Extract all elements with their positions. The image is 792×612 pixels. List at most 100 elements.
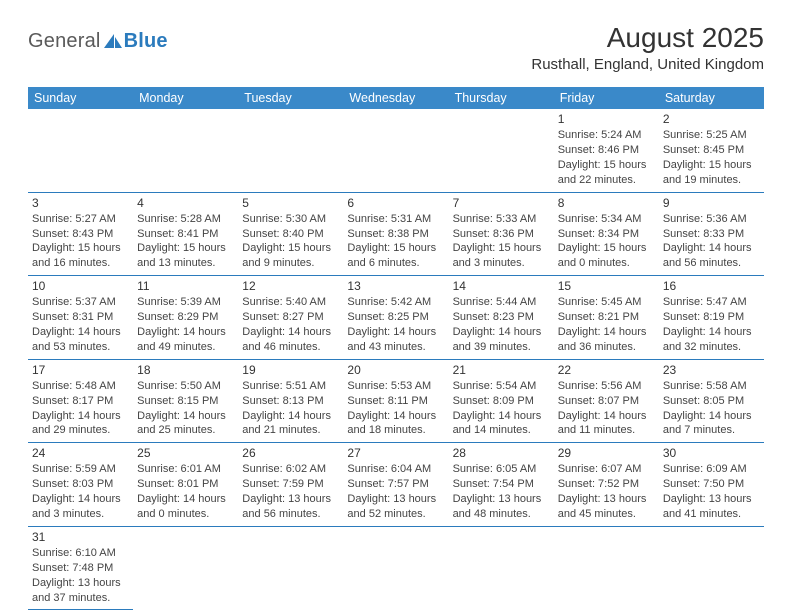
calendar-empty-cell xyxy=(343,109,448,192)
day-number: 25 xyxy=(137,445,234,461)
day-number: 11 xyxy=(137,278,234,294)
calendar-day-cell: 7Sunrise: 5:33 AMSunset: 8:36 PMDaylight… xyxy=(449,192,554,276)
calendar-day-cell: 12Sunrise: 5:40 AMSunset: 8:27 PMDayligh… xyxy=(238,276,343,360)
sunrise-line: Sunrise: 5:54 AM xyxy=(453,379,550,394)
sunrise-line: Sunrise: 5:33 AM xyxy=(453,212,550,227)
calendar-body: 1Sunrise: 5:24 AMSunset: 8:46 PMDaylight… xyxy=(28,109,764,610)
daylight-line: Daylight: 15 hours and 0 minutes. xyxy=(558,241,655,271)
day-number: 1 xyxy=(558,111,655,127)
daylight-line: Daylight: 13 hours and 37 minutes. xyxy=(32,576,129,606)
sunset-line: Sunset: 7:59 PM xyxy=(242,477,339,492)
calendar-row: 10Sunrise: 5:37 AMSunset: 8:31 PMDayligh… xyxy=(28,276,764,360)
daylight-line: Daylight: 15 hours and 6 minutes. xyxy=(347,241,444,271)
sail-icon xyxy=(104,34,122,48)
sunrise-line: Sunrise: 5:39 AM xyxy=(137,295,234,310)
day-number: 5 xyxy=(242,195,339,211)
daylight-line: Daylight: 14 hours and 56 minutes. xyxy=(663,241,760,271)
sunrise-line: Sunrise: 6:01 AM xyxy=(137,462,234,477)
day-number: 20 xyxy=(347,362,444,378)
calendar-day-cell: 4Sunrise: 5:28 AMSunset: 8:41 PMDaylight… xyxy=(133,192,238,276)
sunrise-line: Sunrise: 6:09 AM xyxy=(663,462,760,477)
day-number: 31 xyxy=(32,529,129,545)
day-number: 3 xyxy=(32,195,129,211)
daylight-line: Daylight: 14 hours and 49 minutes. xyxy=(137,325,234,355)
calendar-empty-cell xyxy=(449,109,554,192)
day-number: 15 xyxy=(558,278,655,294)
sunrise-line: Sunrise: 5:47 AM xyxy=(663,295,760,310)
daylight-line: Daylight: 14 hours and 29 minutes. xyxy=(32,409,129,439)
daylight-line: Daylight: 14 hours and 46 minutes. xyxy=(242,325,339,355)
calendar-day-cell: 19Sunrise: 5:51 AMSunset: 8:13 PMDayligh… xyxy=(238,359,343,443)
sunrise-line: Sunrise: 5:36 AM xyxy=(663,212,760,227)
calendar-day-cell: 2Sunrise: 5:25 AMSunset: 8:45 PMDaylight… xyxy=(659,109,764,192)
daylight-line: Daylight: 13 hours and 41 minutes. xyxy=(663,492,760,522)
calendar-row: 24Sunrise: 5:59 AMSunset: 8:03 PMDayligh… xyxy=(28,443,764,527)
calendar-row: 3Sunrise: 5:27 AMSunset: 8:43 PMDaylight… xyxy=(28,192,764,276)
sunrise-line: Sunrise: 5:27 AM xyxy=(32,212,129,227)
daylight-line: Daylight: 14 hours and 39 minutes. xyxy=(453,325,550,355)
day-number: 17 xyxy=(32,362,129,378)
location: Rusthall, England, United Kingdom xyxy=(531,56,764,73)
sunrise-line: Sunrise: 5:59 AM xyxy=(32,462,129,477)
sunrise-line: Sunrise: 5:44 AM xyxy=(453,295,550,310)
calendar-empty-cell xyxy=(449,526,554,610)
calendar-day-cell: 28Sunrise: 6:05 AMSunset: 7:54 PMDayligh… xyxy=(449,443,554,527)
calendar-day-cell: 6Sunrise: 5:31 AMSunset: 8:38 PMDaylight… xyxy=(343,192,448,276)
calendar-row: 17Sunrise: 5:48 AMSunset: 8:17 PMDayligh… xyxy=(28,359,764,443)
daylight-line: Daylight: 15 hours and 19 minutes. xyxy=(663,158,760,188)
calendar-day-cell: 31Sunrise: 6:10 AMSunset: 7:48 PMDayligh… xyxy=(28,526,133,610)
calendar-day-cell: 8Sunrise: 5:34 AMSunset: 8:34 PMDaylight… xyxy=(554,192,659,276)
calendar-day-cell: 5Sunrise: 5:30 AMSunset: 8:40 PMDaylight… xyxy=(238,192,343,276)
sunset-line: Sunset: 8:27 PM xyxy=(242,310,339,325)
calendar-day-cell: 20Sunrise: 5:53 AMSunset: 8:11 PMDayligh… xyxy=(343,359,448,443)
sunrise-line: Sunrise: 5:53 AM xyxy=(347,379,444,394)
sunrise-line: Sunrise: 5:48 AM xyxy=(32,379,129,394)
daylight-line: Daylight: 14 hours and 0 minutes. xyxy=(137,492,234,522)
sunrise-line: Sunrise: 6:05 AM xyxy=(453,462,550,477)
sunrise-line: Sunrise: 6:04 AM xyxy=(347,462,444,477)
sunrise-line: Sunrise: 5:37 AM xyxy=(32,295,129,310)
sunset-line: Sunset: 8:15 PM xyxy=(137,394,234,409)
sunset-line: Sunset: 8:36 PM xyxy=(453,227,550,242)
title-block: August 2025 Rusthall, England, United Ki… xyxy=(531,22,764,73)
calendar-day-cell: 11Sunrise: 5:39 AMSunset: 8:29 PMDayligh… xyxy=(133,276,238,360)
sunrise-line: Sunrise: 5:25 AM xyxy=(663,128,760,143)
daylight-line: Daylight: 14 hours and 18 minutes. xyxy=(347,409,444,439)
daylight-line: Daylight: 14 hours and 14 minutes. xyxy=(453,409,550,439)
calendar-day-cell: 3Sunrise: 5:27 AMSunset: 8:43 PMDaylight… xyxy=(28,192,133,276)
calendar-day-cell: 27Sunrise: 6:04 AMSunset: 7:57 PMDayligh… xyxy=(343,443,448,527)
day-number: 4 xyxy=(137,195,234,211)
sunrise-line: Sunrise: 5:50 AM xyxy=(137,379,234,394)
calendar-empty-cell xyxy=(133,109,238,192)
sunset-line: Sunset: 8:25 PM xyxy=(347,310,444,325)
sunrise-line: Sunrise: 5:30 AM xyxy=(242,212,339,227)
daylight-line: Daylight: 15 hours and 3 minutes. xyxy=(453,241,550,271)
calendar-empty-cell xyxy=(238,526,343,610)
sunset-line: Sunset: 7:48 PM xyxy=(32,561,129,576)
sunrise-line: Sunrise: 5:34 AM xyxy=(558,212,655,227)
calendar-day-cell: 9Sunrise: 5:36 AMSunset: 8:33 PMDaylight… xyxy=(659,192,764,276)
calendar-day-cell: 1Sunrise: 5:24 AMSunset: 8:46 PMDaylight… xyxy=(554,109,659,192)
sunrise-line: Sunrise: 5:28 AM xyxy=(137,212,234,227)
calendar-day-cell: 21Sunrise: 5:54 AMSunset: 8:09 PMDayligh… xyxy=(449,359,554,443)
sunset-line: Sunset: 8:19 PM xyxy=(663,310,760,325)
day-number: 24 xyxy=(32,445,129,461)
calendar-day-cell: 15Sunrise: 5:45 AMSunset: 8:21 PMDayligh… xyxy=(554,276,659,360)
sunrise-line: Sunrise: 5:45 AM xyxy=(558,295,655,310)
sunset-line: Sunset: 8:17 PM xyxy=(32,394,129,409)
calendar-day-cell: 10Sunrise: 5:37 AMSunset: 8:31 PMDayligh… xyxy=(28,276,133,360)
day-number: 10 xyxy=(32,278,129,294)
weekday-header: Tuesday xyxy=(238,87,343,109)
sunrise-line: Sunrise: 6:10 AM xyxy=(32,546,129,561)
sunset-line: Sunset: 7:57 PM xyxy=(347,477,444,492)
logo: General Blue xyxy=(28,22,168,53)
calendar-day-cell: 24Sunrise: 5:59 AMSunset: 8:03 PMDayligh… xyxy=(28,443,133,527)
day-number: 16 xyxy=(663,278,760,294)
day-number: 7 xyxy=(453,195,550,211)
calendar-day-cell: 17Sunrise: 5:48 AMSunset: 8:17 PMDayligh… xyxy=(28,359,133,443)
sunset-line: Sunset: 8:46 PM xyxy=(558,143,655,158)
sunset-line: Sunset: 7:52 PM xyxy=(558,477,655,492)
day-number: 19 xyxy=(242,362,339,378)
day-number: 6 xyxy=(347,195,444,211)
calendar-empty-cell xyxy=(343,526,448,610)
